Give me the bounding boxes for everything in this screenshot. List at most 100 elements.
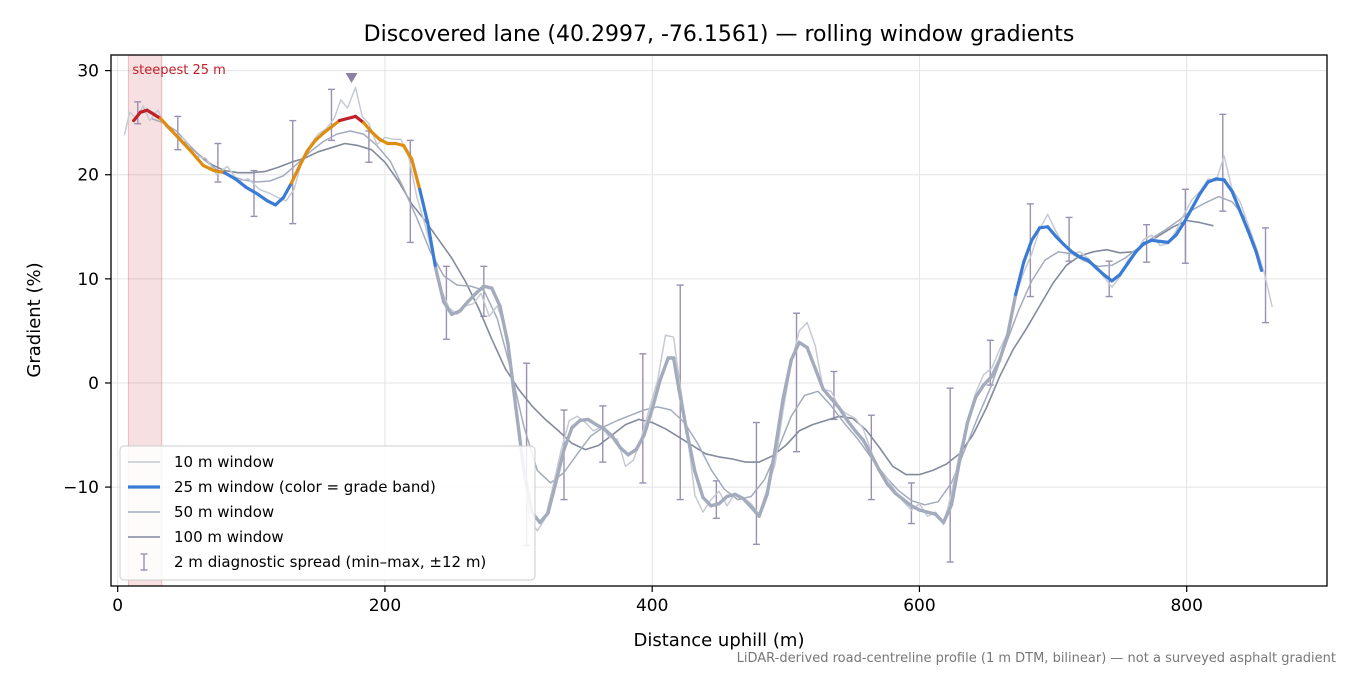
series-25m-segment	[701, 495, 713, 508]
series-25m-segment	[741, 496, 753, 509]
series-25m-segment	[821, 387, 833, 401]
series-25m-segment	[658, 356, 670, 382]
series-25m-segment	[190, 151, 205, 167]
series-25m-segment	[1182, 206, 1194, 225]
plot-frame	[110, 54, 1328, 587]
series-25m-segment	[538, 511, 550, 525]
series-25m-segment	[671, 356, 681, 391]
series-25m-segment	[305, 138, 317, 153]
series-25m-segment	[602, 427, 614, 438]
series-25m-segment	[634, 433, 646, 452]
diagnostic-error-bar	[793, 312, 801, 453]
diagnostic-error-bar	[289, 119, 297, 225]
series-25m-segment	[498, 304, 510, 346]
series-25m-segment	[1238, 209, 1250, 233]
diagnostic-error-bar	[214, 142, 222, 183]
series-25m-segment	[757, 492, 769, 518]
y-axis-label: Gradient (%)	[24, 262, 45, 377]
series-25m-segment	[418, 187, 430, 225]
series-25m-segment	[965, 395, 978, 425]
series-25m-segment	[1014, 260, 1026, 297]
legend-label: 25 m window (color = grade band)	[174, 478, 436, 496]
series-25m-segment	[957, 420, 970, 463]
series-25m-segment	[773, 396, 785, 452]
legend-label: 2 m diagnostic spread (min–max, ±12 m)	[174, 553, 486, 571]
legend-label: 50 m window	[174, 503, 274, 521]
series-25m-segment	[353, 114, 366, 125]
series-25m-segment	[989, 358, 1002, 379]
series-25m-segment	[869, 453, 882, 473]
series-25m-segment	[610, 434, 622, 450]
series-25m-segment	[1054, 234, 1066, 247]
series-25m-segment	[212, 169, 227, 175]
series-25m-segment	[1102, 273, 1114, 283]
series-25m-segment	[845, 418, 857, 433]
series-25m-segment	[1118, 261, 1130, 277]
series-25m-segment	[685, 430, 697, 474]
series-25m-segment	[370, 130, 382, 141]
x-tick-label: 200	[369, 596, 401, 616]
series-25m-segment	[329, 118, 342, 129]
y-tick-label: 30	[77, 62, 99, 82]
series-25m-segment	[273, 196, 285, 207]
series-25m-segment	[1030, 226, 1042, 242]
series-25m-segment	[1230, 189, 1242, 213]
series-25m-segment	[749, 505, 761, 518]
series-25m-segment	[313, 131, 326, 142]
series-25m-segment	[1086, 258, 1098, 269]
series-25m-segment	[442, 300, 454, 316]
series-25m-segment	[474, 284, 486, 296]
series-25m-segment	[1254, 250, 1264, 273]
peak-marker	[345, 73, 358, 83]
series-25m-segment	[877, 468, 890, 486]
series-25m-segment	[618, 445, 630, 457]
x-tick-label: 0	[112, 596, 123, 616]
y-tick-label: −10	[63, 478, 99, 498]
diagnostic-error-bar	[752, 421, 760, 546]
x-tick-label: 600	[903, 596, 935, 616]
series-25m-segment	[1126, 250, 1138, 265]
series-25m-segment	[426, 221, 438, 270]
series-25m-segment	[506, 341, 518, 410]
series-25m-segment	[201, 163, 216, 173]
series-25m-segment	[1222, 178, 1234, 193]
series-25m-segment	[693, 469, 705, 500]
series-25m-segment	[829, 396, 841, 410]
series-25m-segment	[677, 387, 689, 434]
series-25m-segment	[410, 157, 422, 191]
series-25m-segment	[466, 291, 478, 304]
series-25m-segment	[1190, 191, 1202, 210]
series-25m-segment	[158, 116, 173, 132]
legend-label: 10 m window	[174, 453, 274, 471]
diagnostic-error-bar	[599, 405, 607, 463]
diagnostic-error-bar	[1026, 203, 1034, 298]
series-25m-segment	[1005, 292, 1018, 337]
x-tick-label: 800	[1170, 596, 1202, 616]
series-25m-segment	[642, 407, 654, 437]
series-25m-segment	[1246, 229, 1258, 254]
diagnostic-error-bar	[946, 387, 954, 563]
series-10m-window	[123, 86, 1273, 532]
series-25m-segment	[837, 406, 849, 423]
annotations: steepest 25 m	[132, 63, 358, 83]
diagnostic-error-bar	[1181, 188, 1189, 264]
series-25m-segment	[223, 171, 237, 181]
diagnostic-error-bar	[907, 482, 915, 525]
footnote: LiDAR-derived road-centreline profile (1…	[736, 651, 1336, 666]
series-25m-segment	[789, 340, 801, 362]
series-25m-segment	[1022, 238, 1034, 264]
legend-label: 100 m window	[174, 528, 284, 546]
x-axis-label: Distance uphill (m)	[634, 630, 805, 651]
series-25m-segment	[861, 438, 873, 457]
series-25m-segment	[949, 459, 962, 507]
series-25m-segment	[813, 366, 825, 391]
series-50m-window	[150, 117, 1247, 506]
series-25m-segment	[1110, 273, 1122, 283]
series-25m-segment	[781, 358, 793, 401]
series-100m-window	[183, 140, 1214, 476]
series-25m-segment	[973, 383, 986, 400]
series-25m-segment	[562, 426, 574, 452]
series-25m-segment	[941, 503, 954, 525]
series-25m-segment	[650, 378, 662, 411]
